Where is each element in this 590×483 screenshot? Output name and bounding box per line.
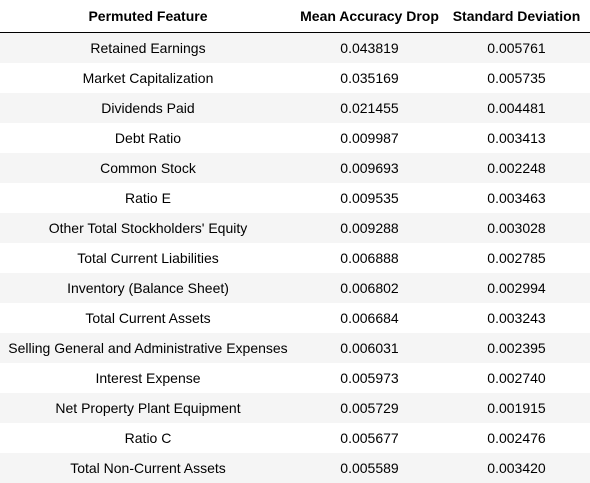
table-row: Total Current Assets 0.006684 0.003243	[0, 303, 590, 333]
cell-mean-accuracy-drop: 0.005677	[340, 430, 399, 446]
header-permuted-feature: Permuted Feature	[0, 0, 296, 33]
table-row: Dividends Paid 0.021455 0.004481	[0, 93, 590, 123]
cell-mean-accuracy-drop: 0.009288	[340, 220, 399, 236]
cell-feature: Selling General and Administrative Expen…	[8, 340, 288, 356]
table-row: Ratio C 0.005677 0.002476	[0, 423, 590, 453]
cell-feature: Interest Expense	[95, 370, 201, 386]
cell-standard-deviation: 0.005761	[487, 40, 546, 56]
cell-feature: Total Non-Current Assets	[70, 460, 226, 476]
table-row: Interest Expense 0.005973 0.002740	[0, 363, 590, 393]
table-row: Debt Ratio 0.009987 0.003413	[0, 123, 590, 153]
cell-standard-deviation: 0.002785	[487, 250, 546, 266]
cell-feature: Other Total Stockholders' Equity	[48, 220, 248, 236]
cell-standard-deviation: 0.002994	[487, 280, 546, 296]
table-row: Ratio E 0.009535 0.003463	[0, 183, 590, 213]
cell-standard-deviation: 0.004481	[487, 100, 546, 116]
cell-mean-accuracy-drop: 0.009987	[340, 130, 399, 146]
cell-standard-deviation: 0.001915	[487, 400, 546, 416]
cell-standard-deviation: 0.005735	[487, 70, 546, 86]
table-row: Net Property Plant Equipment 0.005729 0.00…	[0, 393, 590, 423]
table-header: Permuted Feature Mean Accuracy Drop Stan…	[0, 0, 590, 33]
table-header-row: Permuted Feature Mean Accuracy Drop Stan…	[0, 0, 590, 33]
cell-mean-accuracy-drop: 0.021455	[340, 100, 399, 116]
cell-mean-accuracy-drop: 0.009693	[340, 160, 399, 176]
cell-standard-deviation: 0.002395	[487, 340, 546, 356]
table-row: Common Stock 0.009693 0.002248	[0, 153, 590, 183]
cell-feature: Debt Ratio	[114, 130, 182, 146]
cell-standard-deviation: 0.002476	[487, 430, 546, 446]
cell-feature: Market Capitalization	[82, 70, 214, 86]
cell-feature: Retained Earnings	[90, 40, 206, 56]
table-row: Market Capitalization 0.035169 0.005735	[0, 63, 590, 93]
cell-mean-accuracy-drop: 0.035169	[340, 70, 399, 86]
cell-feature: Total Current Assets	[85, 310, 211, 326]
cell-feature: Ratio C	[124, 430, 172, 446]
cell-standard-deviation: 0.003413	[487, 130, 546, 146]
table-row: Inventory (Balance Sheet) 0.006802 0.00299…	[0, 273, 590, 303]
table-row: Total Non-Current Assets 0.005589 0.003420	[0, 453, 590, 483]
header-standard-deviation: Standard Deviation	[443, 0, 590, 33]
cell-mean-accuracy-drop: 0.043819	[340, 40, 399, 56]
table-row: Retained Earnings 0.043819 0.005761	[0, 32, 590, 63]
cell-standard-deviation: 0.003243	[487, 310, 546, 326]
cell-feature: Inventory (Balance Sheet)	[67, 280, 229, 296]
cell-standard-deviation: 0.003420	[487, 460, 546, 476]
cell-feature: Ratio E	[125, 190, 171, 206]
cell-feature: Total Current Liabilities	[77, 250, 219, 266]
cell-standard-deviation: 0.002740	[487, 370, 546, 386]
cell-mean-accuracy-drop: 0.005589	[340, 460, 399, 476]
cell-feature: Common Stock	[100, 160, 196, 176]
cell-mean-accuracy-drop: 0.006802	[340, 280, 399, 296]
cell-mean-accuracy-drop: 0.005729	[340, 400, 399, 416]
cell-mean-accuracy-drop: 0.005973	[340, 370, 399, 386]
cell-standard-deviation: 0.003028	[487, 220, 546, 236]
cell-feature: Dividends Paid	[101, 100, 195, 116]
cell-standard-deviation: 0.002248	[487, 160, 546, 176]
cell-feature: Net Property Plant Equipment	[55, 400, 241, 416]
cell-mean-accuracy-drop: 0.006888	[340, 250, 399, 266]
header-mean-accuracy-drop: Mean Accuracy Drop	[296, 0, 443, 33]
cell-mean-accuracy-drop: 0.009535	[340, 190, 399, 206]
table-body: Retained Earnings 0.043819 0.005761 Market …	[0, 32, 590, 483]
cell-mean-accuracy-drop: 0.006684	[340, 310, 399, 326]
cell-mean-accuracy-drop: 0.006031	[340, 340, 399, 356]
cell-standard-deviation: 0.003463	[487, 190, 546, 206]
table-row: Selling General and Administrative Expen…	[0, 333, 590, 363]
table-row: Total Current Liabilities 0.006888 0.00278…	[0, 243, 590, 273]
table-row: Other Total Stockholders' Equity 0.009288…	[0, 213, 590, 243]
